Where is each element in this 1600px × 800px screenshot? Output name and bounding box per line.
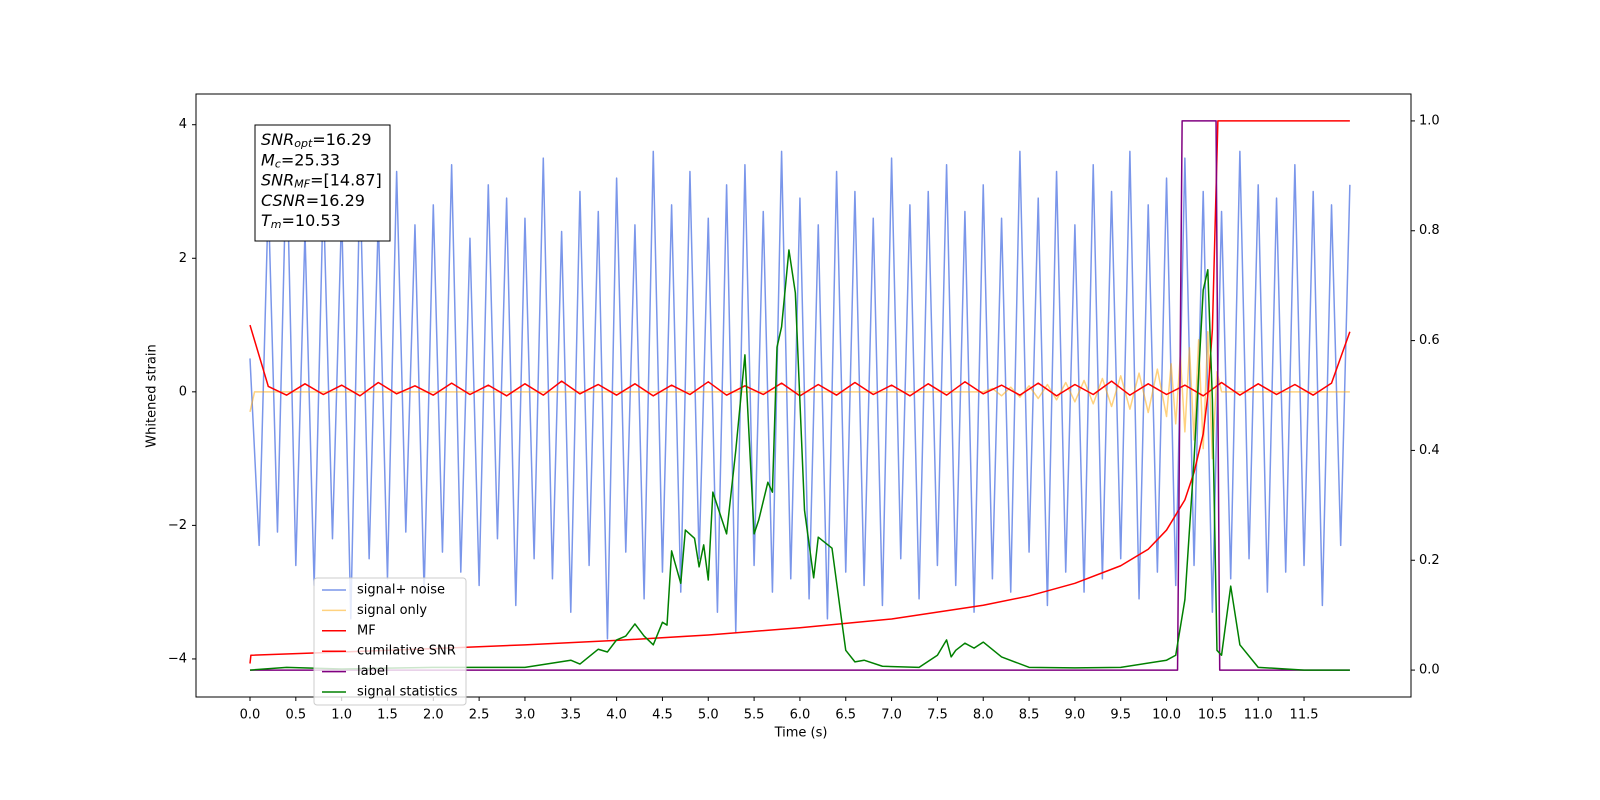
annotation-symbol: CSNR bbox=[261, 190, 306, 209]
legend-label: MF bbox=[357, 623, 376, 638]
annotation-value: =[14.87] bbox=[310, 170, 382, 189]
y-tick-label: −2 bbox=[168, 518, 187, 533]
y2-tick-label: 0.0 bbox=[1419, 663, 1440, 678]
series-line bbox=[249, 249, 1350, 671]
y-tick-label: 2 bbox=[179, 251, 187, 266]
series-line bbox=[249, 120, 1350, 664]
plot-area bbox=[249, 120, 1351, 671]
annotation-value: =10.53 bbox=[282, 211, 341, 230]
annotation-line: Tm=10.53 bbox=[261, 211, 341, 232]
legend-label: signal statistics bbox=[357, 685, 458, 700]
axes-frame bbox=[195, 93, 1412, 698]
annotation-symbol: M bbox=[261, 150, 275, 169]
x-tick-label: 9.0 bbox=[1065, 708, 1086, 723]
series-group bbox=[249, 120, 1351, 671]
x-tick-label: 6.0 bbox=[790, 708, 811, 723]
series-line bbox=[249, 120, 1350, 671]
annotation-value: =16.29 bbox=[306, 190, 365, 209]
y-axis-label: Whitened strain bbox=[145, 344, 160, 447]
annotation-value: =25.33 bbox=[281, 150, 340, 169]
x-tick-label: 1.5 bbox=[377, 708, 398, 723]
x-tick-label: 4.5 bbox=[652, 708, 673, 723]
legend-label: label bbox=[357, 664, 388, 679]
y2-tick-label: 0.6 bbox=[1419, 333, 1440, 348]
annotation-subscript: m bbox=[271, 218, 282, 231]
x-tick-label: 2.0 bbox=[423, 708, 444, 723]
annotation-symbol: SNR bbox=[261, 170, 294, 189]
annotation-box bbox=[254, 124, 391, 242]
x-tick-label: 3.0 bbox=[515, 708, 536, 723]
x-tick-label: 6.5 bbox=[835, 708, 856, 723]
x-axis-label: Time (s) bbox=[774, 726, 828, 741]
x-tick-label: 10.5 bbox=[1198, 708, 1227, 723]
x-tick-label: 9.5 bbox=[1110, 708, 1131, 723]
series-line bbox=[249, 150, 1351, 640]
x-tick-label: 4.0 bbox=[606, 708, 627, 723]
x-tick-label: 5.5 bbox=[744, 708, 765, 723]
y2-tick-label: 0.4 bbox=[1419, 443, 1440, 458]
legend-label: signal+ noise bbox=[357, 583, 445, 598]
x-tick-label: 0.0 bbox=[240, 708, 261, 723]
x-tick-label: 5.0 bbox=[698, 708, 719, 723]
annotation-subscript: opt bbox=[294, 137, 313, 150]
y-tick-label: 0 bbox=[179, 384, 187, 399]
legend-box bbox=[313, 577, 467, 706]
x-tick-label: 7.5 bbox=[927, 708, 948, 723]
legend-label: signal only bbox=[357, 603, 427, 618]
x-tick-label: 3.5 bbox=[560, 708, 581, 723]
annotation-subscript: c bbox=[275, 157, 281, 170]
y-tick-label: −4 bbox=[168, 651, 187, 666]
legend-label: cumilative SNR bbox=[357, 644, 456, 659]
y2-tick-label: 0.2 bbox=[1419, 553, 1440, 568]
y2-tick-label: 1.0 bbox=[1419, 113, 1440, 128]
annotation-symbol: T bbox=[261, 211, 272, 230]
annotation-value: =16.29 bbox=[312, 130, 371, 149]
y-tick-label: 4 bbox=[179, 117, 187, 132]
x-tick-label: 10.0 bbox=[1152, 708, 1181, 723]
x-tick-label: 2.5 bbox=[469, 708, 490, 723]
annotation-line: SNRMF=[14.87] bbox=[261, 170, 382, 191]
x-tick-label: 1.0 bbox=[331, 708, 352, 723]
annotation-subscript: MF bbox=[294, 178, 310, 191]
x-tick-label: 8.5 bbox=[1019, 708, 1040, 723]
annotation-symbol: SNR bbox=[261, 130, 294, 149]
x-tick-label: 11.5 bbox=[1290, 708, 1319, 723]
annotation-line: CSNR=16.29 bbox=[261, 190, 365, 209]
x-tick-label: 7.0 bbox=[881, 708, 902, 723]
x-tick-label: 8.0 bbox=[973, 708, 994, 723]
x-tick-label: 0.5 bbox=[285, 708, 306, 723]
annotation-line: Mc=25.33 bbox=[261, 150, 340, 171]
annotation-line: SNRopt=16.29 bbox=[261, 130, 372, 151]
y2-tick-label: 0.8 bbox=[1419, 223, 1440, 238]
x-tick-label: 11.0 bbox=[1244, 708, 1273, 723]
